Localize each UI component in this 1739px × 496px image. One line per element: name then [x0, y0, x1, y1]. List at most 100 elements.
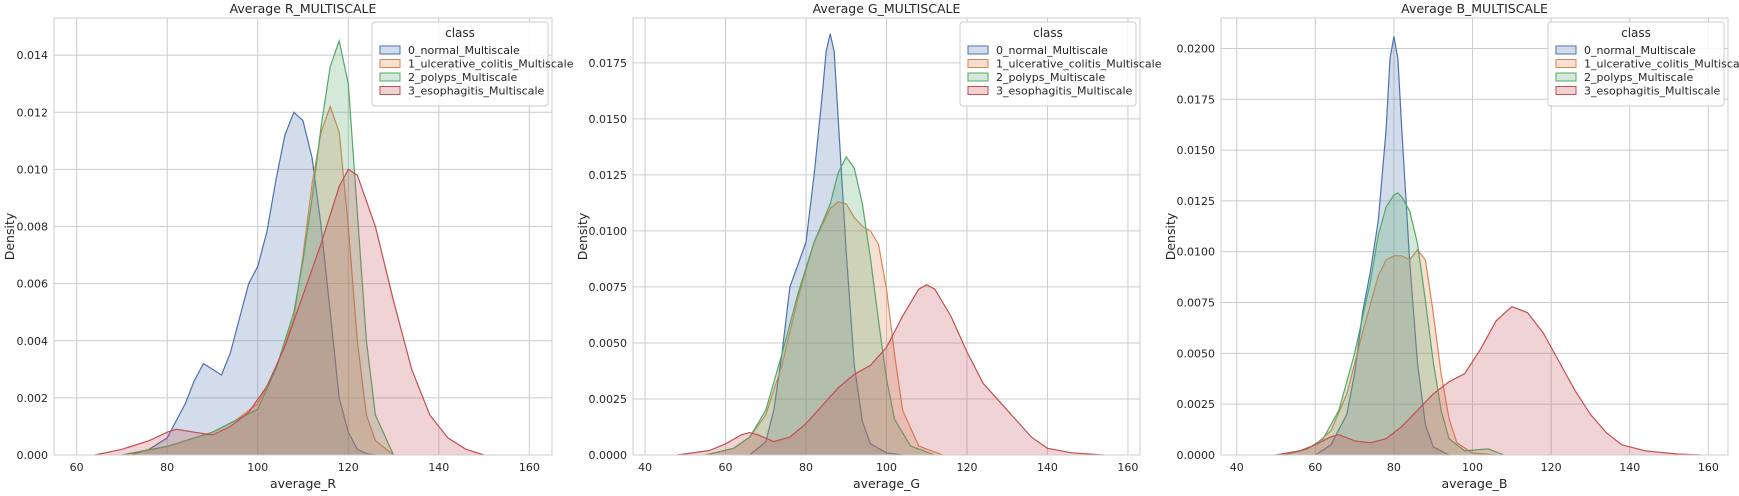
chart-title: Average G_MULTISCALE: [813, 1, 961, 16]
series-area-1: [131, 112, 376, 456]
y-tick-label: 0.0150: [589, 113, 628, 126]
legend-entry: 0_normal_Multiscale: [996, 44, 1108, 57]
legend-entry: 2_polyps_Multiscale: [408, 71, 517, 84]
series-line-2: [1275, 248, 1497, 456]
series-area-1: [749, 33, 903, 455]
legend-swatch: [379, 59, 401, 68]
y-tick-label: 0.004: [17, 335, 49, 348]
x-tick-label: 40: [638, 461, 652, 474]
legend-entry: 3_esophagitis_Multiscale: [996, 85, 1133, 98]
y-tick-label: 0.008: [17, 221, 49, 234]
y-tick-label: 0.002: [17, 392, 49, 405]
legend-swatch: [967, 59, 989, 68]
series-area-1: [1315, 36, 1449, 456]
x-tick-label: 80: [799, 461, 813, 474]
x-tick-label: 160: [1117, 461, 1138, 474]
legend: class 0_normal_Multiscale1_ulcerative_col…: [1547, 21, 1739, 107]
y-tick-label: 0.006: [17, 278, 49, 291]
legend: class 0_normal_Multiscale1_ulcerative_col…: [959, 21, 1162, 107]
chart-panel-1: 60 80 100 120 140 160 0.000 0.002 0.004 0.006 0.00…: [2, 1, 574, 491]
legend-box: [371, 21, 549, 107]
y-tick-label: 0.000: [17, 449, 49, 462]
series-area-3: [121, 40, 394, 456]
chart-title: Average R_MULTISCALE: [230, 1, 377, 16]
legend-swatch: [1555, 45, 1577, 55]
y-axis-label: Density: [1163, 212, 1178, 260]
legend-swatch: [1555, 59, 1577, 68]
legend-swatch: [1555, 86, 1577, 95]
legend-swatch: [1555, 72, 1577, 82]
y-tick-label: 0.0050: [1177, 347, 1216, 360]
x-tick-label: 60: [1308, 461, 1322, 474]
series-area-3: [705, 156, 935, 455]
legend-swatch: [967, 45, 989, 55]
y-tick-label: 0.0100: [589, 225, 628, 238]
y-tick-label: 0.0025: [589, 393, 628, 406]
chart-title: Average B_MULTISCALE: [1401, 1, 1548, 16]
x-tick-label: 120: [1541, 461, 1562, 474]
x-tick-label: 120: [956, 461, 977, 474]
y-tick-label: 0.014: [17, 49, 49, 62]
x-tick-label: 40: [1230, 461, 1244, 474]
y-tick-label: 0.0075: [1177, 297, 1216, 310]
x-tick-label: 100: [876, 461, 897, 474]
legend-box: [1547, 21, 1725, 107]
legend-entry: 3_esophagitis_Multiscale: [408, 85, 545, 98]
series-line-4: [1275, 305, 1701, 456]
legend-entry: 3_esophagitis_Multiscale: [1584, 85, 1721, 98]
legend-entry: 1_ulcerative_colitis_Multiscale: [1584, 58, 1739, 71]
legend-entry: 1_ulcerative_colitis_Multiscale: [996, 58, 1162, 71]
y-tick-label: 0.0150: [1177, 144, 1216, 157]
x-tick-label: 80: [160, 461, 174, 474]
x-tick-label: 100: [247, 461, 268, 474]
series-line-4: [677, 284, 1104, 456]
legend-entry: 0_normal_Multiscale: [408, 44, 520, 57]
legend-swatch: [379, 45, 401, 55]
series-line-3: [1283, 192, 1505, 456]
x-tick-label: 60: [719, 461, 733, 474]
y-tick-label: 0.0175: [589, 57, 628, 70]
y-tick-label: 0.0050: [589, 337, 628, 350]
series-area-2: [705, 201, 943, 455]
x-tick-label: 160: [1698, 461, 1719, 474]
x-tick-label: 160: [519, 461, 540, 474]
series-area-3: [1283, 192, 1504, 456]
plot-frame: [53, 17, 553, 456]
series-line-2: [705, 201, 944, 456]
x-tick-label: 140: [1037, 461, 1058, 474]
legend-entry: 0_normal_Multiscale: [1584, 44, 1696, 57]
series-line-4: [94, 168, 485, 456]
x-tick-label: 60: [70, 461, 84, 474]
series-area-2: [1276, 249, 1497, 455]
series-line-3: [121, 38, 395, 456]
x-axis-label: average_B: [1442, 476, 1508, 491]
y-tick-label: 0.012: [17, 106, 49, 119]
legend-entry: 2_polyps_Multiscale: [1584, 71, 1693, 84]
y-tick-label: 0.0025: [1177, 398, 1216, 411]
y-axis-label: Density: [575, 212, 590, 260]
legend-title: class: [1621, 26, 1651, 40]
series-line-1: [1314, 36, 1450, 456]
y-axis-label: Density: [2, 212, 17, 260]
plot-frame: [632, 17, 1141, 456]
x-axis-label: average_G: [853, 476, 920, 491]
legend-entry: 1_ulcerative_colitis_Multiscale: [408, 58, 574, 71]
y-tick-label: 0.0125: [1177, 195, 1216, 208]
y-tick-label: 0.0200: [1177, 42, 1216, 55]
legend-swatch: [967, 72, 989, 82]
legend-swatch: [379, 86, 401, 95]
y-tick-label: 0.0075: [589, 281, 628, 294]
legend: class 0_normal_Multiscale1_ulcerative_col…: [371, 21, 574, 107]
x-tick-label: 100: [1462, 461, 1483, 474]
y-tick-label: 0.0175: [1177, 93, 1216, 106]
x-tick-label: 80: [1387, 461, 1401, 474]
x-tick-label: 140: [1619, 461, 1640, 474]
y-tick-label: 0.0000: [589, 449, 628, 462]
x-tick-label: 120: [338, 461, 359, 474]
y-tick-label: 0.0125: [589, 169, 628, 182]
series-area-2: [121, 106, 394, 455]
legend-box: [959, 21, 1137, 107]
legend-swatch: [379, 72, 401, 82]
y-tick-label: 0.010: [17, 163, 49, 176]
